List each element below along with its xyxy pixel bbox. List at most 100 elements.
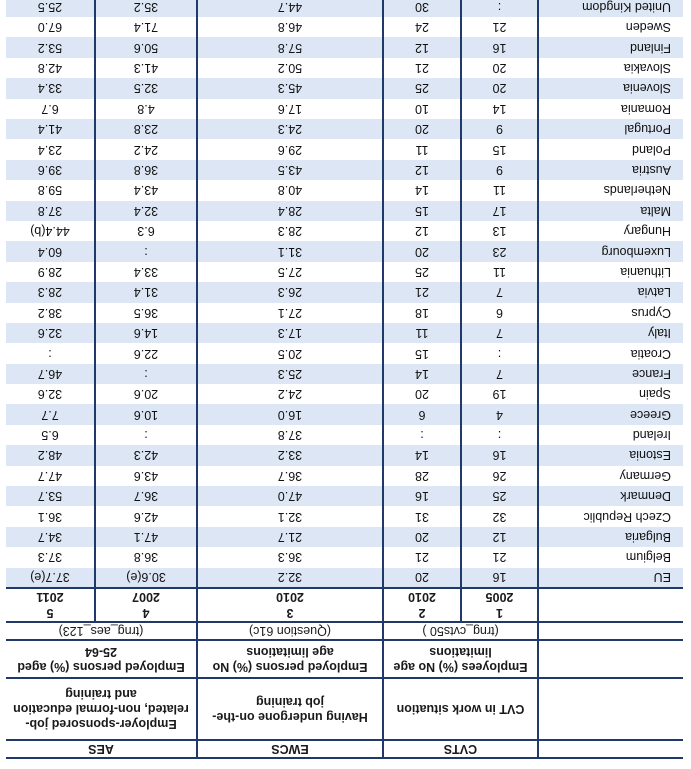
cvts-2010-cell: : — [383, 424, 461, 446]
ewcs-2010-cell: 16.0 — [197, 404, 383, 425]
cvts-2010-cell: 25 — [383, 261, 461, 283]
aes-2011-cell: : — [5, 343, 95, 364]
aes-2011-cell: 59.8 — [5, 180, 95, 201]
aes-2011-cell: 37.3 — [5, 547, 95, 568]
cvts-2010-cell: 16 — [383, 486, 461, 507]
table-row: Croatia:15 20.5 22.6: — [5, 343, 683, 364]
ewcs-2010-cell: 31.1 — [197, 241, 383, 262]
source-cvts: (trng_cvts50 ) — [383, 622, 538, 640]
ewcs-2010-cell: 57.8 — [197, 37, 383, 58]
aes-2011-cell: 44.4(b) — [5, 220, 95, 242]
unit-blank — [538, 640, 683, 678]
country-cell: Estonia — [538, 445, 683, 466]
cvts-2010-cell: 20 — [383, 567, 461, 588]
unit-ewcs: Employed persons (%) No age limitations — [197, 640, 383, 678]
table-row: Finland 16 12 57.8 50.6 53.2 — [5, 37, 683, 58]
cvts-2010-cell: 12 — [383, 159, 461, 181]
aes-2011-cell: 47.7 — [5, 465, 95, 487]
ewcs-2010-cell: 26.3 — [197, 282, 383, 303]
cvts-2005-cell: 17 — [461, 200, 538, 221]
year-col-5: 2011 — [5, 588, 95, 605]
table-row: Greece 4 6 16.0 10.6 7.7 — [5, 404, 683, 425]
group-cvts: CVTS — [383, 740, 538, 758]
table-row: Malta 17 15 28.4 32.4 37.8 — [5, 200, 683, 221]
aes-2007-cell: 36.8 — [95, 547, 197, 568]
country-cell: Ireland — [538, 424, 683, 446]
country-cell: Spain — [538, 384, 683, 405]
aes-2007-cell: 71.4 — [95, 17, 197, 38]
colnum-3: 3 — [197, 605, 383, 622]
cvts-2010-cell: 14 — [383, 445, 461, 466]
table-row: Portugal 9 20 24.3 23.8 41.4 — [5, 119, 683, 140]
table-row: Slovenia 20 25 45.3 32.5 33.4 — [5, 78, 683, 99]
ewcs-2010-cell: 44.7 — [197, 0, 383, 18]
aes-2011-cell: 32.6 — [5, 384, 95, 405]
cvts-2005-cell: 9 — [461, 159, 538, 181]
cvts-2010-cell: 20 — [383, 241, 461, 262]
aes-2007-cell: : — [95, 424, 197, 446]
country-cell: Germany — [538, 465, 683, 487]
cvts-2010-cell: 21 — [383, 282, 461, 303]
aes-2007-cell: 31.4 — [95, 282, 197, 303]
aes-2011-cell: 36.1 — [5, 506, 95, 527]
aes-2007-cell: 4.8 — [95, 98, 197, 120]
country-cell: United Kingdom — [538, 0, 683, 18]
aes-2007-cell: 42.6 — [95, 506, 197, 527]
aes-2007-cell: 20.6 — [95, 384, 197, 405]
aes-2007-cell: 32.4 — [95, 200, 197, 221]
aes-2007-cell: 24.2 — [95, 139, 197, 160]
cvts-2005-cell: 21 — [461, 547, 538, 568]
country-cell: Austria — [538, 159, 683, 181]
unit-cvts: Employees (%) No age limitations — [383, 640, 538, 678]
aes-2011-cell: 42.8 — [5, 57, 95, 79]
ewcs-2010-cell: 50.2 — [197, 57, 383, 79]
cvts-2010-cell: 12 — [383, 220, 461, 242]
cvts-2005-cell: 19 — [461, 384, 538, 405]
cvts-2005-cell: 7 — [461, 363, 538, 385]
year-col-2: 2010 — [383, 588, 461, 605]
cvts-2010-cell: 21 — [383, 57, 461, 79]
table-row: Hungary 13 12 28.3 6.3 44.4(b) — [5, 220, 683, 242]
cvts-2005-cell: 21 — [461, 17, 538, 38]
country-cell: Bulgaria — [538, 526, 683, 548]
table-row: France 7 14 25.3:46.7 — [5, 363, 683, 385]
aes-2007-cell: 43.6 — [95, 465, 197, 487]
table-row: Poland 15 11 29.6 24.2 23.4 — [5, 139, 683, 160]
cvts-2005-cell: 25 — [461, 486, 538, 507]
ewcs-2010-cell: 24.2 — [197, 384, 383, 405]
aes-2011-cell: 28.9 — [5, 261, 95, 283]
ewcs-2010-cell: 27.5 — [197, 261, 383, 283]
aes-2011-cell: 46.7 — [5, 363, 95, 385]
cvts-2010-cell: 24 — [383, 17, 461, 38]
aes-2011-cell: 25.5 — [5, 0, 95, 18]
country-cell: Latvia — [538, 282, 683, 303]
training-statistics-table: CVTS EWCS AES CVT in work situation Havi… — [5, 0, 683, 759]
cvts-2005-cell: 32 — [461, 506, 538, 527]
table-row: Germany 26 28 36.7 43.6 47.7 — [5, 465, 683, 487]
cvts-2010-cell: 20 — [383, 119, 461, 140]
aes-2007-cell: 42.3 — [95, 445, 197, 466]
country-cell: Romania — [538, 98, 683, 120]
aes-2007-cell: 33.4 — [95, 261, 197, 283]
table-row: Italy 7 11 17.3 14.6 32.6 — [5, 322, 683, 344]
cvts-2005-cell: : — [461, 0, 538, 18]
cvts-2005-cell: 16 — [461, 37, 538, 58]
cvts-2005-cell: 16 — [461, 445, 538, 466]
ewcs-2010-cell: 32.2 — [197, 567, 383, 588]
ewcs-2010-cell: 40.8 — [197, 180, 383, 201]
aes-2007-cell: 14.6 — [95, 322, 197, 344]
aes-2011-cell: 53.2 — [5, 37, 95, 58]
aes-2007-cell: 30.6(e) — [95, 567, 197, 588]
ewcs-2010-cell: 36.3 — [197, 547, 383, 568]
country-cell: Lithuania — [538, 261, 683, 283]
cvts-2010-cell: 10 — [383, 98, 461, 120]
aes-2007-cell: 32.5 — [95, 78, 197, 99]
cvts-2010-cell: 25 — [383, 78, 461, 99]
table-row: Slovakia 20 21 50.2 41.3 42.8 — [5, 57, 683, 79]
ewcs-2010-cell: 33.2 — [197, 445, 383, 466]
ewcs-2010-cell: 29.6 — [197, 139, 383, 160]
aes-2007-cell: 50.6 — [95, 37, 197, 58]
country-cell: Greece — [538, 404, 683, 425]
ewcs-2010-cell: 28.4 — [197, 200, 383, 221]
aes-2007-cell: 47.1 — [95, 526, 197, 548]
